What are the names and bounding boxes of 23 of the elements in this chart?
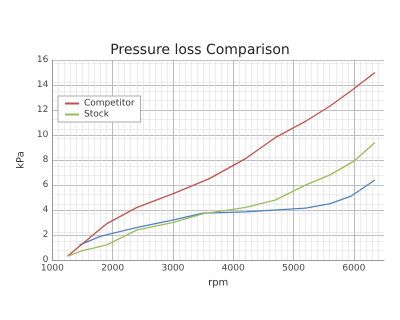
legend-label: Competitor xyxy=(84,98,135,108)
y-tick-label: 6 xyxy=(42,180,49,190)
x-tick-label: 2000 xyxy=(101,264,124,274)
y-tick-label: 8 xyxy=(42,155,49,165)
x-axis-title: rpm xyxy=(208,277,228,288)
y-tick-label: 10 xyxy=(36,130,49,140)
x-tick-label: 5000 xyxy=(282,264,306,274)
line-series xyxy=(66,142,376,257)
y-tick-label: 16 xyxy=(36,55,49,65)
x-tick-label: 1000 xyxy=(40,264,64,274)
legend-label: Stock xyxy=(84,110,110,120)
x-tick-label: 3000 xyxy=(162,264,185,274)
y-tick-label: 12 xyxy=(36,105,48,115)
y-tick-label: 14 xyxy=(36,80,49,90)
x-tick-label: 4000 xyxy=(222,264,245,274)
line-series xyxy=(66,72,376,257)
y-tick-label: 0 xyxy=(42,255,49,265)
line-series xyxy=(78,179,376,246)
y-tick-label: 4 xyxy=(42,205,49,215)
chart-title: Pressure loss Comparison xyxy=(110,42,290,58)
y-axis-title: kPa xyxy=(16,151,26,169)
x-tick-label: 6000 xyxy=(342,264,366,274)
y-tick-label: 2 xyxy=(42,230,48,240)
